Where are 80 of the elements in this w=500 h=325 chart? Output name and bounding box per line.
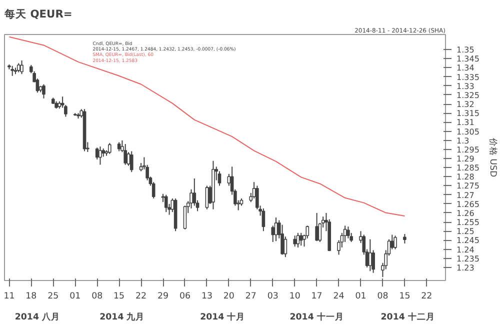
x-tick-label: 29 xyxy=(158,292,169,302)
y-axis-title: 价格 USD xyxy=(487,136,498,178)
x-tick-label: 08 xyxy=(92,292,103,302)
candlestick xyxy=(16,62,20,73)
x-tick-label: 01 xyxy=(355,292,366,302)
y-tick-label: 1.32 xyxy=(456,100,474,110)
y-tick-label: 1.235 xyxy=(456,254,480,264)
y-tick-label: 1.245 xyxy=(456,236,480,246)
y-tick-label: 1.27 xyxy=(456,190,474,200)
x-tick-label: 22 xyxy=(136,292,147,302)
candlestick xyxy=(274,217,278,242)
x-tick-label: 17 xyxy=(311,292,322,302)
candlestick xyxy=(280,224,284,256)
candlestick xyxy=(10,65,14,76)
candlestick xyxy=(117,142,121,152)
y-tick-label: 1.265 xyxy=(456,200,480,209)
x-tick-label: 08 xyxy=(377,292,388,302)
y-tick-label: 1.23 xyxy=(456,263,474,272)
candlestick xyxy=(98,146,102,166)
candlestick xyxy=(403,234,406,244)
x-tick-label: 13 xyxy=(201,292,212,302)
y-tick-label: 1.28 xyxy=(456,172,474,182)
line-series xyxy=(8,36,406,217)
y-tick-label: 1.325 xyxy=(456,90,480,100)
candlestick xyxy=(20,60,24,75)
y-tick-label: 1.315 xyxy=(456,109,480,118)
candlestick xyxy=(390,234,394,250)
candlestick xyxy=(293,235,296,248)
candlestick xyxy=(130,150,134,173)
candlestick xyxy=(164,194,168,213)
y-tick-label: 1.34 xyxy=(456,64,474,73)
x-tick-label: 22 xyxy=(421,292,432,302)
chart-title: 每天 QEUR= xyxy=(4,8,72,20)
x-tick-label: 03 xyxy=(267,292,278,302)
x2-tick-label: 2014 八月 xyxy=(14,312,60,322)
candlestick xyxy=(108,142,112,154)
x-tick-label: 24 xyxy=(333,292,345,302)
y-tick-label: 1.24 xyxy=(456,245,474,254)
candlestick xyxy=(124,143,127,166)
x2-tick-label: 2014 十月 xyxy=(200,312,246,322)
x-tick-label: 15 xyxy=(114,292,125,302)
y-tick-label: 1.3 xyxy=(456,136,470,146)
y-tick-label: 1.295 xyxy=(456,145,480,154)
candlestick xyxy=(284,236,288,258)
x-tick-label: 10 xyxy=(289,292,300,302)
y-tick-label: 1.285 xyxy=(456,164,480,173)
x-tick-label: 20 xyxy=(223,292,234,302)
y-tick-label: 1.29 xyxy=(456,154,474,164)
candlestick xyxy=(271,225,275,243)
candlestick xyxy=(346,226,350,239)
y-tick-label: 1.305 xyxy=(456,127,480,136)
x-tick-label: 15 xyxy=(399,292,410,302)
y-tick-label: 1.35 xyxy=(456,46,474,55)
candlestick xyxy=(262,208,266,232)
candlestick xyxy=(183,205,187,230)
x-tick-label: 25 xyxy=(48,292,59,302)
y-tick-label: 1.335 xyxy=(456,72,480,82)
y-tick-label: 1.26 xyxy=(456,208,474,218)
candlestick xyxy=(218,170,222,186)
y-tick-label: 1.31 xyxy=(456,118,474,128)
candlestick xyxy=(42,84,46,99)
y-tick-label: 1.25 xyxy=(456,227,474,236)
x-tick-label: 01 xyxy=(70,292,81,302)
candlestick xyxy=(190,188,193,209)
candlestick xyxy=(315,212,318,242)
candlestick xyxy=(368,238,372,272)
x-tick-label: 06 xyxy=(179,292,190,302)
candlestick xyxy=(299,232,303,246)
x-tick-label: 18 xyxy=(26,292,37,302)
x-tick-label: 27 xyxy=(245,292,256,302)
x2-tick-label: 2014 九月 xyxy=(100,312,145,322)
candlestick xyxy=(205,185,209,210)
y-tick-label: 1.275 xyxy=(456,182,480,191)
y-tick-label: 1.33 xyxy=(456,82,474,91)
y-tick-label: 1.345 xyxy=(456,54,480,64)
candlestick xyxy=(394,235,397,250)
x2-tick-label: 2014 十二月 xyxy=(380,312,435,322)
y-tick-label: 1.255 xyxy=(456,218,480,228)
x-tick-label: 11 xyxy=(4,292,15,302)
x2-tick-label: 2014 十一月 xyxy=(290,312,344,322)
